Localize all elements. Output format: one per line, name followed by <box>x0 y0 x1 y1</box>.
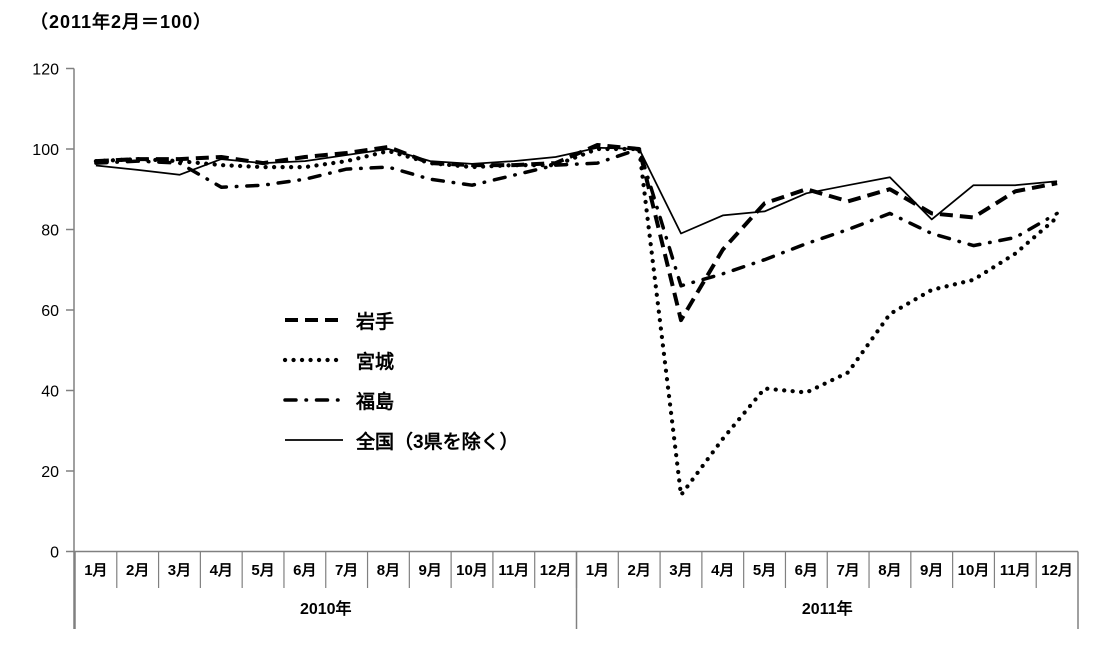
month-label: 5月 <box>251 562 274 579</box>
svg-text:20: 20 <box>41 464 59 481</box>
chart-legend: 岩手 宮城 福島 全国（3県を除く） <box>282 300 519 460</box>
legend-line-dashed-icon <box>285 318 343 322</box>
legend-item-miyagi: 宮城 <box>282 340 519 380</box>
month-label: 5月 <box>753 562 776 579</box>
svg-text:100: 100 <box>32 142 59 159</box>
legend-item-iwate: 岩手 <box>282 300 519 340</box>
svg-text:40: 40 <box>41 384 59 401</box>
month-label: 4月 <box>711 562 734 579</box>
legend-label: 全国（3県を除く） <box>356 431 519 453</box>
chart-title: （2011年2月＝100） <box>30 12 213 32</box>
month-label: 2月 <box>126 562 149 579</box>
svg-text:80: 80 <box>41 223 59 240</box>
legend-label: 岩手 <box>356 311 395 333</box>
month-label: 11月 <box>1000 562 1031 579</box>
month-label: 2月 <box>628 562 651 579</box>
month-label: 3月 <box>168 562 191 579</box>
year-label: 2011年 <box>802 599 853 618</box>
month-label: 6月 <box>795 562 818 579</box>
month-label: 6月 <box>293 562 316 579</box>
month-label: 3月 <box>669 562 692 579</box>
svg-text:60: 60 <box>41 303 59 320</box>
month-label: 10月 <box>456 562 488 579</box>
svg-text:0: 0 <box>50 545 59 562</box>
month-label: 1月 <box>586 562 609 579</box>
month-label: 8月 <box>878 562 901 579</box>
legend-line-solid-icon <box>285 439 343 441</box>
legend-label: 福島 <box>356 391 395 413</box>
legend-line-dashdot-icon <box>283 398 345 402</box>
month-label: 10月 <box>958 562 990 579</box>
month-label: 11月 <box>498 562 529 579</box>
month-label: 9月 <box>920 562 943 579</box>
month-label: 1月 <box>84 562 107 579</box>
series-line-3-solid <box>95 146 1058 235</box>
month-label: 12月 <box>540 562 572 579</box>
y-axis: 0 20 40 60 80 100 120 <box>32 62 75 629</box>
month-label: 8月 <box>377 562 400 579</box>
x-axis: 1月 2月 3月 4月 5月 6月 7月 8月 9月 10月 11月 12月 1月 2月 3月 4月 5月 6月 7… <box>74 550 1079 629</box>
month-label: 12月 <box>1041 562 1073 579</box>
month-label: 4月 <box>210 562 233 579</box>
svg-text:120: 120 <box>32 62 59 79</box>
month-label: 7月 <box>335 562 358 579</box>
legend-line-dotted-icon <box>282 357 346 363</box>
month-label: 9月 <box>419 562 442 579</box>
month-label: 7月 <box>836 562 859 579</box>
series-line-2-dashdot <box>94 147 1059 288</box>
legend-item-national: 全国（3県を除く） <box>282 420 519 460</box>
series-line-1-dotted <box>93 146 1060 498</box>
series-line-0-dashed <box>95 143 1058 323</box>
year-label: 2010年 <box>300 599 352 618</box>
legend-item-fukushima: 福島 <box>282 380 519 420</box>
legend-label: 宮城 <box>356 351 395 373</box>
